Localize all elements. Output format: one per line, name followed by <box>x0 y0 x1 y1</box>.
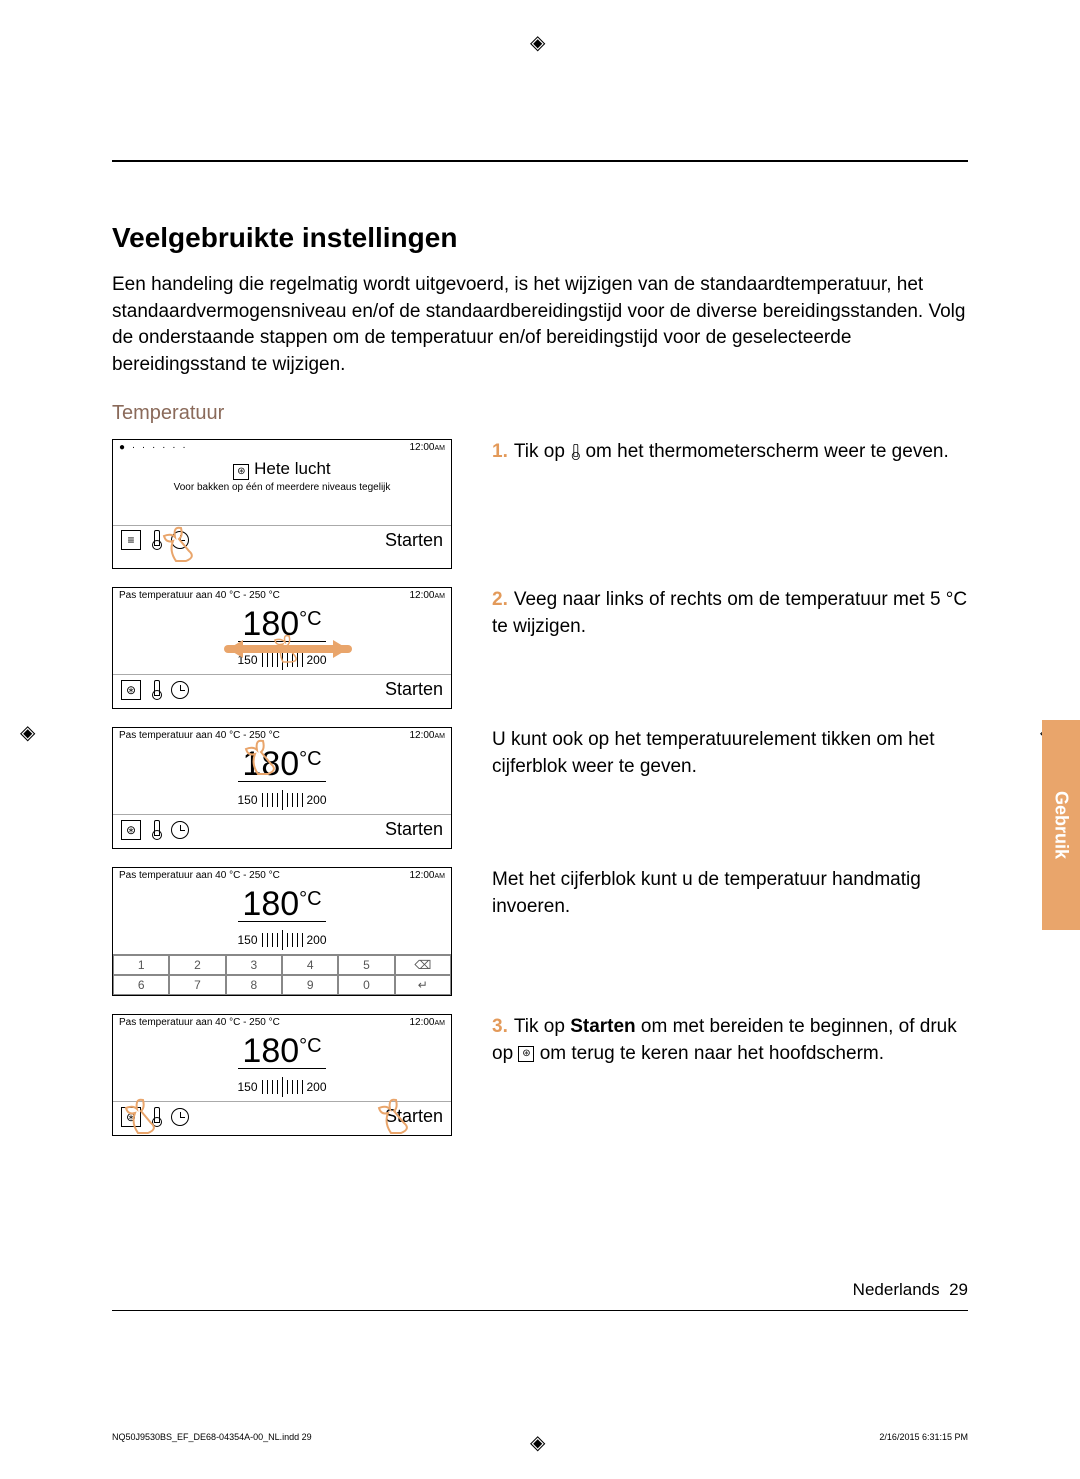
step2b-text: U kunt ook op het temperatuurelement tik… <box>492 727 968 849</box>
timer-icon <box>171 681 189 699</box>
section-title: Veelgebruikte instellingen <box>112 222 968 254</box>
crop-mark-top: ◈ <box>530 30 545 55</box>
step1-text: 1.Tik op om het thermometerscherm weer t… <box>492 439 968 569</box>
temp-range-label: Pas temperatuur aan 40 °C - 250 °C <box>119 1017 280 1028</box>
clock-label: 12:00AM <box>409 442 445 453</box>
signal-dots: ● · · · · · · <box>119 442 188 453</box>
temp-value: 180°C <box>238 747 325 782</box>
crop-mark-bottom: ◈ <box>530 1430 545 1455</box>
start-button: Starten <box>385 679 443 700</box>
imprint-timestamp: 2/16/2015 6:31:15 PM <box>879 1432 968 1442</box>
temp-range-label: Pas temperatuur aan 40 °C - 250 °C <box>119 870 280 881</box>
temp-range-label: Pas temperatuur aan 40 °C - 250 °C <box>119 730 280 741</box>
clock-label: 12:00AM <box>409 730 445 741</box>
fan-icon: ⊛ <box>121 680 141 700</box>
bottom-rule <box>112 1310 968 1311</box>
timer-icon <box>171 531 189 549</box>
fan-icon: ⊛ <box>233 464 249 480</box>
row-step3: Pas temperatuur aan 40 °C - 250 °C 12:00… <box>112 1014 968 1136</box>
side-tab: Gebruik <box>1042 720 1080 930</box>
intro-text: Een handeling die regelmatig wordt uitge… <box>112 272 968 378</box>
swipe-gesture-icon <box>223 634 353 667</box>
screen-3: Pas temperatuur aan 40 °C - 250 °C 12:00… <box>112 727 452 849</box>
imprint-filename: NQ50J9530BS_EF_DE68-04354A-00_NL.indd 29 <box>112 1432 312 1442</box>
fan-icon: ⊛ <box>121 820 141 840</box>
timer-icon <box>171 821 189 839</box>
menu-icon: ≡ <box>121 530 141 550</box>
fan-inline-icon: ⊛ <box>518 1046 534 1062</box>
temp-slider: 150 200 <box>113 790 451 810</box>
row-step1: ● · · · · · · 12:00AM ⊛ Hete lucht Voor … <box>112 439 968 569</box>
clock-label: 12:00AM <box>409 870 445 881</box>
temp-value: 180°C <box>238 887 325 922</box>
clock-label: 12:00AM <box>409 1017 445 1028</box>
step3-text: 3.Tik op Starten om met bereiden te begi… <box>492 1014 968 1136</box>
screen-5: Pas temperatuur aan 40 °C - 250 °C 12:00… <box>112 1014 452 1136</box>
fan-icon: ⊛ <box>121 1107 141 1127</box>
temp-range-label: Pas temperatuur aan 40 °C - 250 °C <box>119 590 280 601</box>
temp-slider: 150 200 <box>113 930 451 950</box>
screen-2: Pas temperatuur aan 40 °C - 250 °C 12:00… <box>112 587 452 709</box>
screen-1: ● · · · · · · 12:00AM ⊛ Hete lucht Voor … <box>112 439 452 569</box>
step2-text: 2.Veeg naar links of rechts om de temper… <box>492 587 968 709</box>
top-rule <box>112 160 968 162</box>
thermometer-inline-icon <box>571 444 579 460</box>
page-content: Veelgebruikte instellingen Een handeling… <box>112 160 968 1154</box>
mode-sub: Voor bakken op één of meerdere niveaus t… <box>113 482 451 493</box>
thermometer-icon <box>151 1107 161 1127</box>
screen-4: Pas temperatuur aan 40 °C - 250 °C 12:00… <box>112 867 452 996</box>
page-footer: Nederlands 29 <box>853 1280 968 1300</box>
subhead: Temperatuur <box>112 402 968 425</box>
start-button: Starten <box>385 530 443 551</box>
row-step2b: Pas temperatuur aan 40 °C - 250 °C 12:00… <box>112 727 968 849</box>
timer-icon <box>171 1108 189 1126</box>
clock-label: 12:00AM <box>409 590 445 601</box>
thermometer-icon <box>151 820 161 840</box>
thermometer-icon <box>151 680 161 700</box>
mode-label: ⊛ Hete lucht <box>113 459 451 480</box>
start-button: Starten <box>385 1106 443 1127</box>
temp-value: 180°C <box>238 1034 325 1069</box>
start-button: Starten <box>385 819 443 840</box>
temp-slider: 150 200 <box>113 1077 451 1097</box>
row-step2: Pas temperatuur aan 40 °C - 250 °C 12:00… <box>112 587 968 709</box>
step2c-text: Met het cijferblok kunt u de temperatuur… <box>492 867 968 996</box>
keypad: 12345⌫ 67890↵ <box>113 954 451 995</box>
row-step2c: Pas temperatuur aan 40 °C - 250 °C 12:00… <box>112 867 968 996</box>
crop-mark-left: ◈ <box>20 720 35 745</box>
thermometer-icon <box>151 530 161 550</box>
